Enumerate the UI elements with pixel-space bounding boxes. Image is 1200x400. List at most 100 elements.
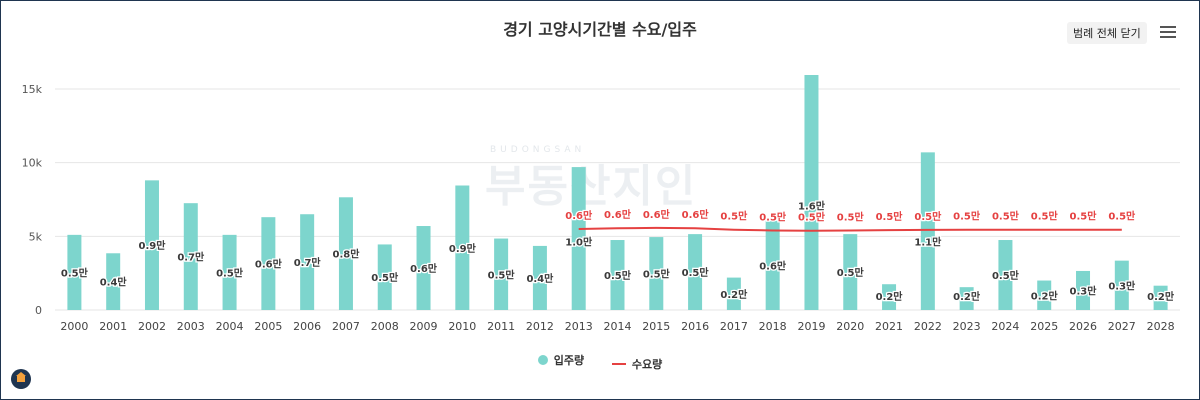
legend-toggle-button[interactable]: 범례 전체 닫기 bbox=[1067, 22, 1147, 44]
bar-data-label: 1.6만 bbox=[798, 200, 826, 213]
x-tick-label: 2018 bbox=[759, 320, 787, 333]
demand-line bbox=[578, 226, 1122, 232]
y-tick-label: 15k bbox=[22, 83, 43, 96]
bar-data-label: 0.9만 bbox=[449, 242, 477, 255]
x-tick-label: 2002 bbox=[138, 320, 166, 333]
bar-data-label: 0.7만 bbox=[294, 256, 322, 269]
bar bbox=[1076, 270, 1091, 310]
x-tick-label: 2023 bbox=[953, 320, 981, 333]
x-tick-label: 2016 bbox=[681, 320, 709, 333]
bar bbox=[765, 220, 780, 310]
bar-data-label: 0.6만 bbox=[759, 259, 787, 272]
line-data-label: 0.6만 bbox=[643, 208, 671, 221]
bar-data-label: 0.3만 bbox=[1070, 284, 1098, 297]
x-tick-label: 2010 bbox=[448, 320, 476, 333]
home-logo-icon[interactable] bbox=[11, 369, 31, 389]
bar bbox=[377, 244, 392, 310]
y-tick-label: 10k bbox=[22, 157, 43, 170]
bar bbox=[222, 234, 237, 310]
x-tick-label: 2008 bbox=[371, 320, 399, 333]
bar-data-label: 0.5만 bbox=[682, 266, 710, 279]
bar bbox=[688, 234, 703, 310]
x-tick-label: 2026 bbox=[1069, 320, 1097, 333]
line-data-label: 0.5만 bbox=[876, 210, 904, 223]
watermark-subtext: BUDONGSAN bbox=[490, 145, 586, 155]
hamburger-menu-icon[interactable] bbox=[1160, 26, 1176, 38]
bar-data-label: 0.4만 bbox=[526, 272, 554, 285]
bar-data-label: 0.5만 bbox=[216, 266, 244, 279]
line-data-label: 0.5만 bbox=[759, 210, 787, 223]
x-tick-label: 2014 bbox=[604, 320, 632, 333]
bar bbox=[416, 226, 431, 310]
bar-data-label: 0.9만 bbox=[139, 239, 167, 252]
x-tick-label: 2027 bbox=[1108, 320, 1136, 333]
x-tick-label: 2013 bbox=[565, 320, 593, 333]
bar bbox=[649, 237, 664, 310]
bar bbox=[338, 197, 353, 310]
bar bbox=[1037, 280, 1052, 310]
x-tick-label: 2028 bbox=[1147, 320, 1175, 333]
chart-title: 경기 고양시기간별 수요/입주 bbox=[503, 20, 697, 39]
bar bbox=[1153, 285, 1168, 310]
x-tick-label: 2015 bbox=[642, 320, 670, 333]
line-data-label: 0.5만 bbox=[1031, 210, 1059, 223]
bar bbox=[571, 167, 586, 310]
bar-data-label: 0.8만 bbox=[332, 248, 360, 261]
bar bbox=[455, 185, 470, 310]
bar-data-label: 0.2만 bbox=[1147, 290, 1175, 303]
x-tick-label: 2019 bbox=[797, 320, 825, 333]
bar bbox=[144, 180, 159, 310]
x-tick-label: 2004 bbox=[216, 320, 244, 333]
legend-item-supply[interactable]: 입주량 bbox=[537, 352, 585, 368]
bar-data-label: 0.5만 bbox=[488, 268, 516, 281]
x-tick-label: 2017 bbox=[720, 320, 748, 333]
bar bbox=[494, 238, 509, 310]
line-data-label: 0.6만 bbox=[604, 208, 632, 221]
bar-data-label: 0.6만 bbox=[410, 262, 438, 275]
x-tick-label: 2000 bbox=[60, 320, 88, 333]
y-tick-label: 5k bbox=[29, 230, 43, 243]
bar bbox=[106, 253, 121, 310]
bar-data-label: 0.2만 bbox=[953, 290, 981, 303]
bar-data-label: 0.2만 bbox=[720, 288, 748, 301]
bar-data-label: 1.1만 bbox=[914, 236, 942, 249]
legend-line-icon bbox=[611, 363, 626, 365]
bar bbox=[67, 234, 82, 310]
bar bbox=[610, 240, 625, 310]
x-tick-label: 2024 bbox=[991, 320, 1019, 333]
bar bbox=[920, 152, 935, 310]
bar bbox=[726, 277, 741, 310]
x-tick-label: 2012 bbox=[526, 320, 554, 333]
bar-data-label: 0.5만 bbox=[604, 269, 632, 282]
x-tick-label: 2003 bbox=[177, 320, 205, 333]
bar-data-label: 0.2만 bbox=[1031, 289, 1059, 302]
x-tick-label: 2007 bbox=[332, 320, 360, 333]
legend-dot-icon bbox=[537, 355, 548, 365]
watermark: 부동산지인 bbox=[485, 161, 698, 212]
bar-data-label: 0.5만 bbox=[371, 271, 399, 284]
bar-data-label: 0.5만 bbox=[643, 268, 671, 281]
legend-item-demand[interactable]: 수요량 bbox=[611, 356, 662, 372]
line-data-label: 0.5만 bbox=[992, 210, 1020, 223]
bar-data-label: 0.7만 bbox=[177, 251, 205, 264]
bar-data-label: 0.5만 bbox=[837, 266, 865, 279]
bar-data-label: 0.5만 bbox=[992, 269, 1020, 282]
line-data-label: 0.5만 bbox=[837, 210, 865, 223]
bar-data-label: 0.6만 bbox=[255, 258, 283, 271]
line-data-label: 0.5만 bbox=[914, 210, 942, 223]
bar bbox=[998, 240, 1013, 310]
line-data-label: 0.5만 bbox=[720, 210, 748, 223]
legend-supply-label: 입주량 bbox=[553, 354, 585, 367]
line-data-label: 0.6만 bbox=[565, 209, 593, 222]
bar bbox=[804, 75, 819, 311]
line-data-label: 0.5만 bbox=[798, 211, 826, 224]
bar-data-label: 1.0만 bbox=[565, 236, 593, 249]
bar bbox=[183, 203, 198, 310]
line-data-label: 0.5만 bbox=[1070, 210, 1098, 223]
bar bbox=[300, 214, 315, 310]
x-tick-label: 2021 bbox=[875, 320, 903, 333]
bar bbox=[882, 284, 897, 310]
bar bbox=[843, 234, 858, 310]
